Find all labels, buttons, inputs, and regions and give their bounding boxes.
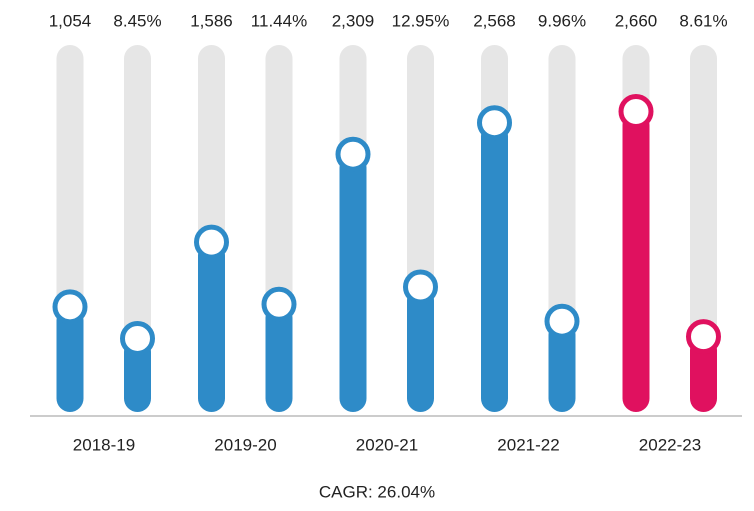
bar-marker [686,319,721,355]
bar-marker [618,94,654,130]
bar [339,154,367,412]
bar [124,338,151,412]
x-tick-label: 2022-23 [639,435,701,454]
bar-marker [52,289,88,325]
bar-marker [477,105,512,141]
bar [265,304,293,412]
bar-marker [544,303,580,339]
annotation: CAGR: 26.04% [319,482,435,501]
x-tick-label: 2018-19 [73,435,135,454]
value-label: 8.45% [113,11,161,30]
bar [622,111,650,412]
x-tick-label: 2020-21 [356,435,418,454]
bar [407,287,434,412]
bar-marker [194,224,229,260]
bar [481,122,508,413]
bar-marker [261,286,297,322]
bar [198,242,225,412]
bar-marker [335,136,371,172]
bar [690,336,717,412]
value-label: 1,054 [49,11,92,30]
x-tick-label: 2019-20 [214,435,276,454]
value-label: 8.61% [679,11,727,30]
track [124,45,151,412]
bar-marker [403,269,438,305]
value-label: 2,309 [332,11,375,30]
value-label: 1,586 [190,11,233,30]
bar [548,321,576,412]
value-label: 11.44% [251,11,307,30]
bar [56,306,84,412]
value-label: 2,568 [473,11,516,30]
x-tick-label: 2021-22 [497,435,559,454]
track [690,45,717,412]
value-label: 12.95% [392,11,450,30]
value-label: 9.96% [538,11,586,30]
bar-marker [120,320,155,356]
value-label: 2,660 [615,11,658,30]
